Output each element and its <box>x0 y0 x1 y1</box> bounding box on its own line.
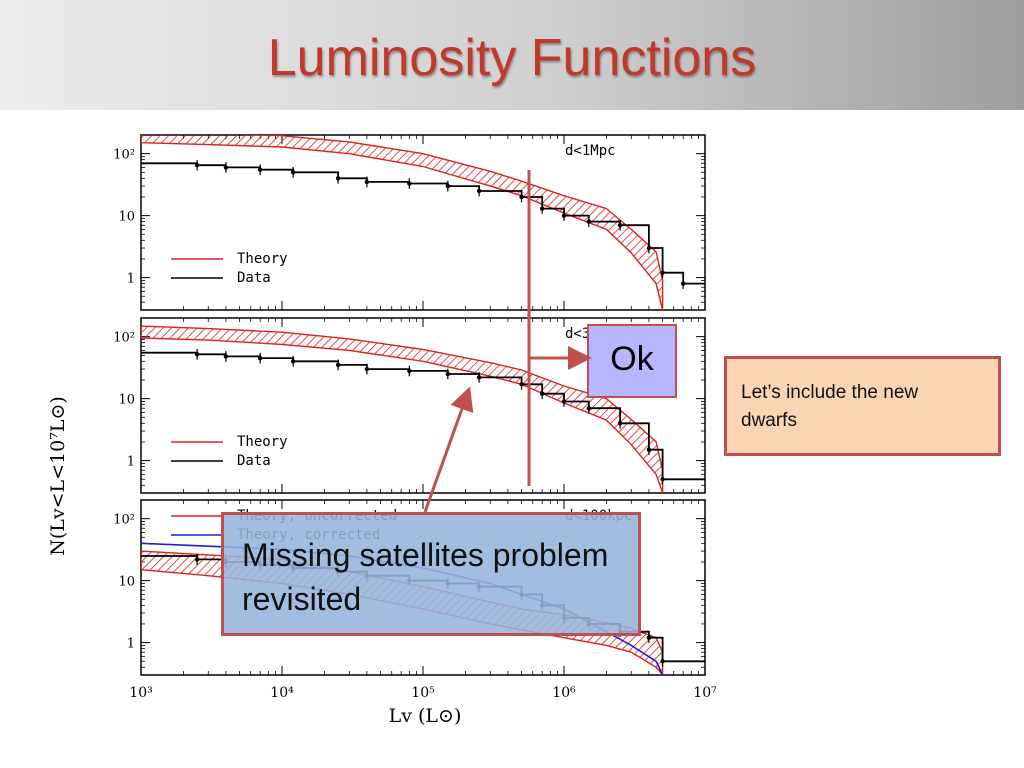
data-point <box>194 352 200 357</box>
legend-label: Theory <box>237 251 288 267</box>
data-point <box>660 270 665 275</box>
data-point <box>519 194 524 200</box>
y-tick-label: 10 <box>118 393 135 408</box>
legend-label: Data <box>237 270 271 286</box>
data-point <box>364 179 370 185</box>
data-point <box>194 163 200 168</box>
theory-band <box>141 325 664 493</box>
panel-1: 10² 10 1 Theory Data d<1Mpc <box>113 134 706 311</box>
panel-plot-area <box>141 325 705 493</box>
data-point <box>290 170 296 175</box>
data-point <box>586 406 592 411</box>
data-point <box>586 219 592 224</box>
data-point <box>476 188 482 194</box>
data-point <box>257 167 263 172</box>
y-tick-label: 10² <box>113 148 135 163</box>
data-point <box>539 206 545 211</box>
y-tick-label: 10 <box>118 210 135 225</box>
title-bar <box>0 0 1024 110</box>
data-point <box>223 354 229 359</box>
panel-distance-label: d<1Mpc <box>565 143 616 159</box>
data-point <box>407 368 412 374</box>
data-point <box>646 245 652 251</box>
data-point <box>445 371 451 377</box>
y-tick-label: 10² <box>113 331 135 346</box>
dwarfs-line-2: dwarfs <box>741 410 797 431</box>
new-dwarfs-callout-text: Let’s include the new dwarfs <box>741 379 991 435</box>
missing-satellites-callout: Missing satellites problem revisited <box>221 512 641 636</box>
data-point <box>445 183 451 189</box>
legend-label: Data <box>237 453 271 469</box>
y-tick-label: 1 <box>127 637 135 652</box>
ok-callout-text: Ok <box>610 340 654 378</box>
data-point <box>335 362 341 368</box>
data-point <box>646 447 652 452</box>
data-point <box>194 557 200 562</box>
data-point <box>223 165 229 170</box>
ok-callout: Ok <box>587 324 677 398</box>
x-tick-label: 10⁵ <box>411 685 435 701</box>
dwarfs-line-1: Let’s include the new <box>741 382 919 403</box>
data-point <box>335 176 341 181</box>
new-dwarfs-callout: Let’s include the new dwarfs <box>724 356 1001 456</box>
data-point <box>646 635 652 640</box>
data-point <box>617 421 623 426</box>
data-point <box>257 355 263 361</box>
x-tick-label: 10³ <box>129 685 152 701</box>
legend-label: Theory <box>237 434 288 450</box>
missing-satellites-callout-text: Missing satellites problem revisited <box>242 533 632 621</box>
data-point <box>660 477 665 482</box>
data-point <box>364 366 370 372</box>
x-tick-label: 10⁷ <box>693 685 717 701</box>
data-point <box>476 375 482 380</box>
y-tick-label: 1 <box>127 272 135 287</box>
y-tick-label: 1 <box>127 455 135 470</box>
data-point <box>290 359 296 364</box>
y-tick-label: 10² <box>113 513 135 528</box>
y-axis-label: N(Lv<L<10⁷L⊙) <box>47 396 69 556</box>
data-point <box>561 399 567 404</box>
data-point <box>660 659 665 664</box>
x-axis-label: Lv (L⊙) <box>389 705 462 727</box>
missing-satellites-arrow <box>423 386 474 513</box>
data-point <box>561 213 567 218</box>
data-point <box>519 382 524 387</box>
data-point <box>617 223 623 228</box>
x-tick-label: 10⁶ <box>552 685 576 701</box>
data-point <box>680 281 686 286</box>
data-point <box>539 391 545 396</box>
missing-line-2: revisited <box>242 581 362 617</box>
slide-title: Luminosity Functions <box>267 29 757 87</box>
y-tick-label: 10 <box>118 575 135 590</box>
x-tick-label: 10⁴ <box>270 685 294 701</box>
panel-plot-area <box>141 135 705 310</box>
theory-band <box>141 135 664 310</box>
missing-line-1: Missing satellites problem <box>242 537 609 573</box>
data-point <box>407 181 412 186</box>
